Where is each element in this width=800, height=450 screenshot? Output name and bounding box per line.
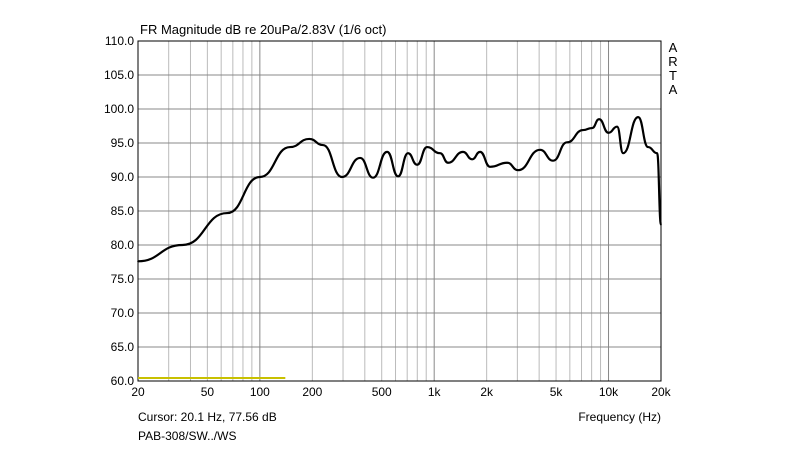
data-point [506, 161, 508, 164]
data-point [372, 176, 374, 179]
x-tick-label: 500 [372, 385, 392, 399]
data-point [462, 151, 464, 153]
data-point [259, 176, 261, 178]
data-point [552, 159, 554, 162]
series-line [137, 116, 663, 263]
x-axis-label: Frequency (Hz) [578, 410, 661, 424]
y-tick-label: 85.0 [111, 204, 135, 218]
x-tick-label: 20k [651, 385, 671, 399]
data-point [479, 151, 481, 153]
y-tick-label: 60.0 [111, 374, 135, 388]
x-tick-label: 100 [250, 385, 270, 399]
y-tick-label: 75.0 [111, 272, 135, 286]
x-tick-label: 200 [302, 385, 322, 399]
y-tick-label: 95.0 [111, 136, 135, 150]
data-point [598, 118, 600, 120]
x-tick-label: 2k [480, 385, 494, 399]
y-tick-label: 70.0 [111, 306, 135, 320]
data-point [647, 146, 649, 148]
data-point [566, 141, 568, 144]
data-point [322, 144, 324, 146]
data-point [616, 125, 618, 128]
data-point [447, 161, 449, 164]
x-tick-label: 5k [550, 385, 564, 399]
watermark-letter: R [668, 54, 677, 69]
chart-title: FR Magnitude dB re 20uPa/2.83V (1/6 oct) [140, 22, 386, 37]
data-point [439, 152, 441, 154]
watermark-letter: A [669, 82, 678, 97]
data-point [607, 132, 610, 134]
watermark-letter: A [669, 40, 678, 55]
cursor-readout: Cursor: 20.1 Hz, 77.56 dB [138, 410, 277, 424]
data-point [517, 169, 519, 171]
y-tick-label: 90.0 [111, 170, 135, 184]
y-tick-label: 65.0 [111, 340, 135, 354]
data-point [289, 146, 291, 148]
data-point [656, 152, 658, 154]
data-point [471, 158, 473, 161]
data-point [341, 176, 343, 178]
data-point [582, 129, 584, 131]
data-point [181, 244, 184, 246]
data-point [489, 166, 491, 168]
watermark-letter: T [669, 68, 677, 83]
data-point [397, 175, 399, 178]
y-tick-label: 110.0 [105, 34, 134, 48]
data-point [416, 163, 418, 166]
data-point [539, 149, 541, 151]
plot-frame [137, 40, 662, 382]
x-tick-label: 50 [201, 385, 215, 399]
data-point [226, 212, 229, 214]
data-point [359, 157, 361, 159]
x-tick-label: 20 [131, 385, 145, 399]
x-tick-label: 1k [428, 385, 442, 399]
y-tick-label: 80.0 [111, 238, 135, 252]
data-point [426, 146, 428, 148]
y-tick-label: 105.0 [104, 68, 134, 82]
data-point [407, 152, 409, 154]
data-point [137, 260, 139, 263]
x-tick-label: 10k [599, 385, 619, 399]
data-point [591, 127, 593, 129]
data-point [622, 152, 624, 154]
data-point [660, 223, 662, 226]
data-point [637, 116, 639, 118]
data-point [386, 151, 388, 153]
data-point [308, 138, 311, 140]
file-label: PAB-308/SW../WS [138, 429, 236, 443]
y-tick-label: 100.0 [104, 102, 134, 116]
